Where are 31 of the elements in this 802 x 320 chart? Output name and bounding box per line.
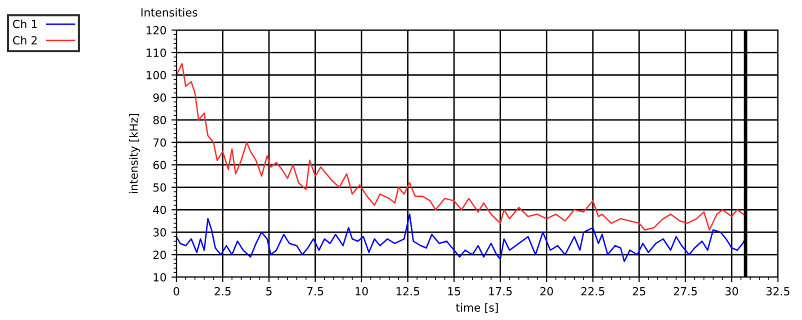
x-tick-label: 27.5	[674, 287, 697, 296]
y-tick-label: 10	[154, 273, 166, 282]
x-tick-label: 10	[356, 287, 368, 296]
chart-title: Intensities	[141, 8, 198, 17]
x-tick-label: 25	[632, 287, 646, 296]
x-tick-label: 0	[174, 287, 180, 296]
y-tick-label: 120	[146, 26, 166, 34]
x-tick-label: 17.5	[489, 287, 512, 296]
y-tick-label: 70	[153, 138, 166, 147]
y-tick-label: 20	[153, 250, 166, 260]
x-tick-label: 30	[725, 287, 738, 296]
x-tick-label: 12.5	[396, 287, 420, 296]
y-axis-title: intensity [kHz]	[129, 114, 140, 194]
legend-label: Ch 2	[13, 36, 37, 45]
x-tick-label: 20	[540, 287, 553, 296]
x-tick-label: 32.5	[766, 287, 790, 296]
y-tick-label: 60	[153, 160, 166, 170]
y-tick-label: 100	[146, 70, 166, 80]
y-tick-label: 90	[153, 93, 166, 102]
y-tick-label: 80	[153, 116, 166, 124]
y-tick-label: 50	[153, 183, 166, 192]
x-axis-title: time [s]	[456, 303, 498, 314]
x-tick-label: 15	[448, 287, 460, 296]
y-tick-label: 30	[153, 228, 166, 237]
x-tick-label: 22.5	[581, 287, 604, 296]
y-tick-label: 110	[146, 48, 166, 57]
legend-label: Ch 1	[13, 20, 37, 28]
x-tick-label: 7.5	[307, 287, 324, 296]
x-tick-label: 2.5	[214, 287, 231, 296]
x-tick-label: 5	[266, 287, 272, 296]
y-tick-label: 40	[153, 206, 166, 214]
